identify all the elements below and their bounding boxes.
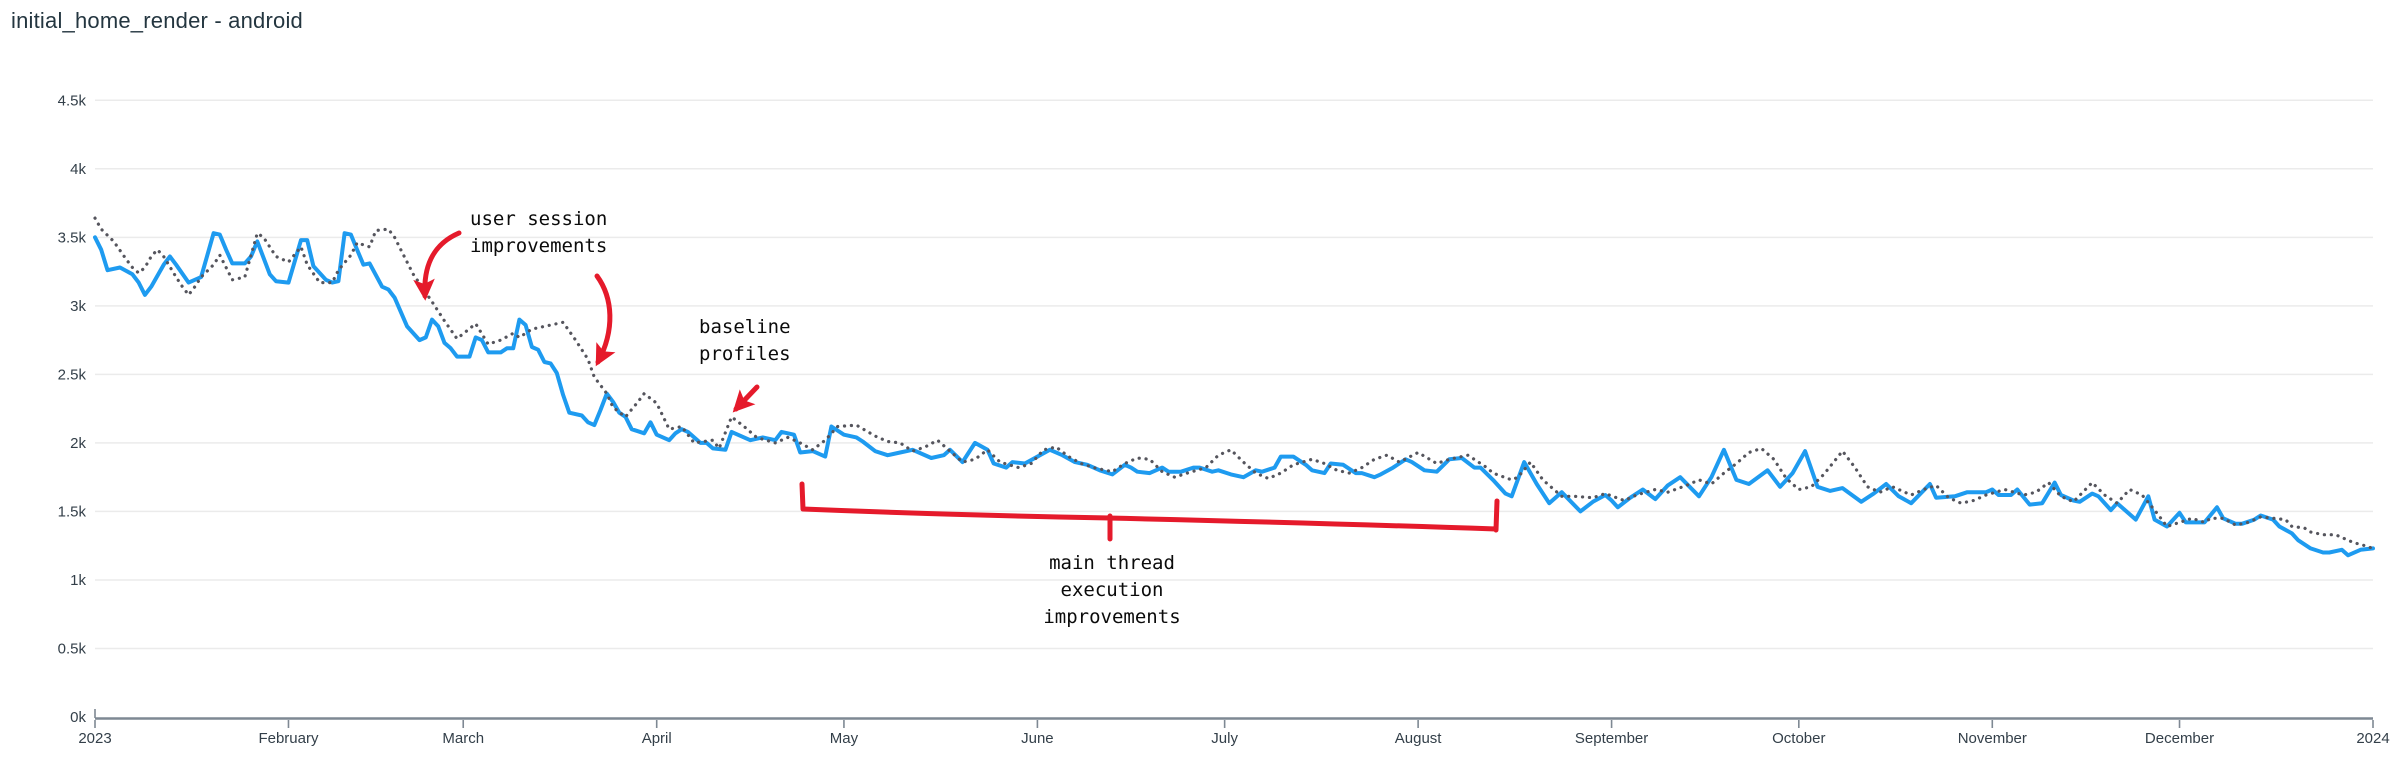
y-axis-tick-label: 3k [70, 298, 86, 315]
x-axis-tick-label: 2024 [2356, 730, 2389, 747]
annotation-baseline-profiles-label: baseline profiles [699, 316, 791, 365]
series-layer [93, 216, 2375, 558]
x-axis-tick-label: October [1772, 730, 1825, 747]
x-axis-tick-label: 2023 [78, 730, 111, 747]
annotation-layer [413, 230, 1500, 542]
y-axis-tick-label: 1.5k [58, 503, 87, 520]
x-axis-tick-label: December [2145, 730, 2214, 747]
y-axis-tick-label: 4k [70, 161, 86, 178]
x-axis-tick-label: June [1021, 730, 1054, 747]
user-session-arrow-1-icon [413, 230, 462, 301]
series-dotted-trend [93, 216, 2375, 550]
axis-layer: 0k 0.5k 1k 1.5k 2k 2.5k 3k 3.5k 4k 4.5k 2023 Februa… [58, 92, 2390, 747]
x-axis-tick-label: November [1958, 730, 2027, 747]
x-axis-tick-label: May [830, 730, 859, 747]
x-axis-tick-label: March [442, 730, 484, 747]
y-axis-tick-label: 4.5k [58, 92, 87, 109]
annotation-main-thread-label: main thread execution improvements [1043, 552, 1181, 628]
x-axis-tick-label: February [258, 730, 319, 747]
annotation-user-session-label: user session improvements [470, 208, 608, 257]
x-axis-tick-label: August [1395, 730, 1443, 747]
chart-title: initial_home_render - android [11, 8, 303, 33]
y-axis-tick-label: 2.5k [58, 366, 87, 383]
baseline-profiles-arrow-icon [732, 384, 760, 413]
y-axis-tick-label: 3.5k [58, 229, 87, 246]
grid-layer [95, 99, 2373, 650]
y-axis-tick-label: 0.5k [58, 640, 87, 657]
main-thread-bracket [799, 481, 1500, 542]
y-axis-tick-label: 1k [70, 572, 86, 589]
user-session-arrow-2-icon [594, 273, 616, 367]
series-blue-line [93, 231, 2375, 558]
y-axis-tick-label: 0k [70, 709, 86, 726]
y-axis-tick-label: 2k [70, 435, 86, 452]
x-axis-tick-label: April [642, 730, 672, 747]
x-axis-tick-label: September [1575, 730, 1648, 747]
x-axis-tick-label: July [1211, 730, 1238, 747]
